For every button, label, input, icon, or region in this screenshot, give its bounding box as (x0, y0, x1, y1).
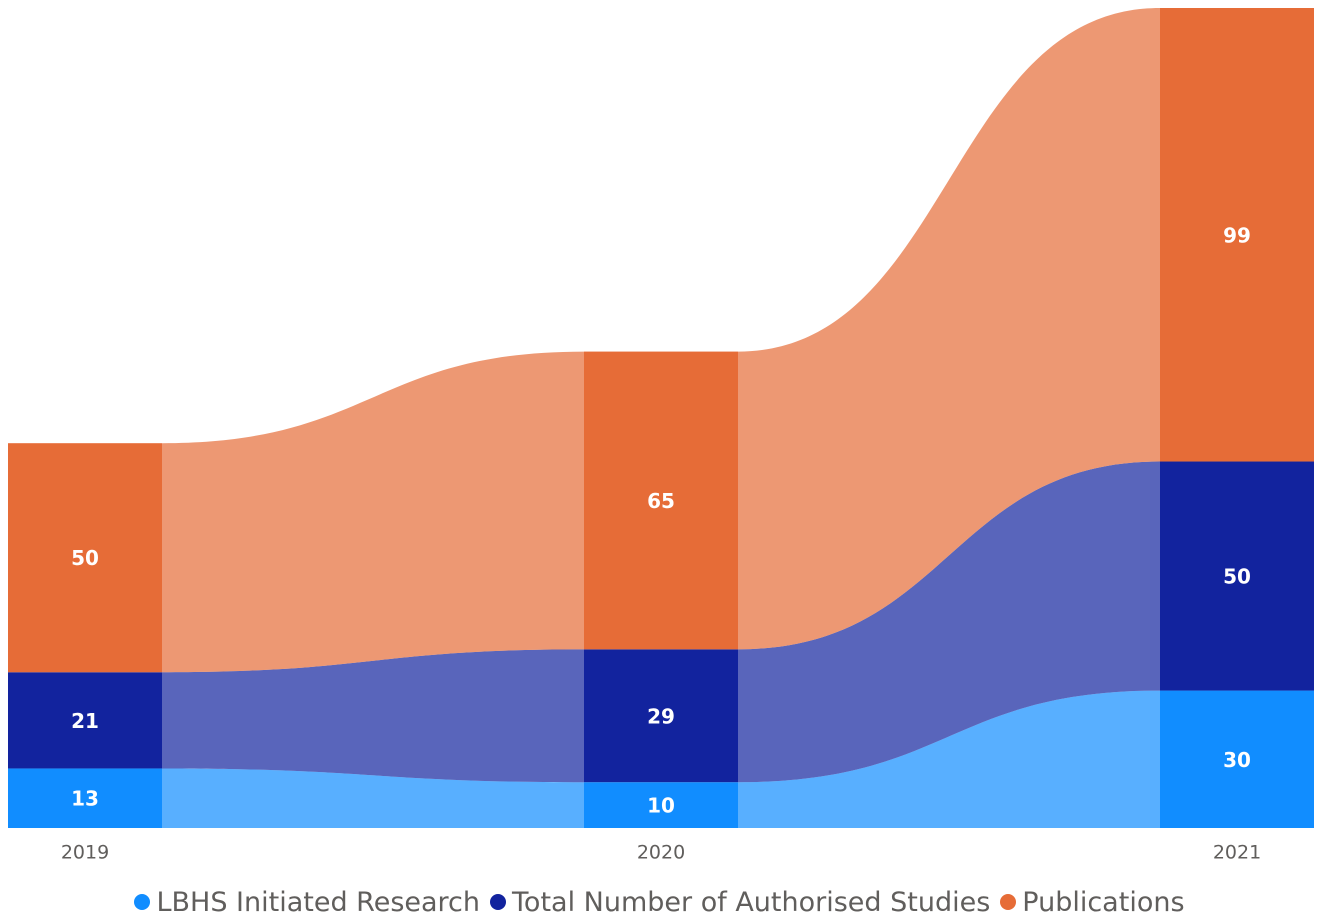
ribbon (738, 690, 1160, 828)
bar-segment (1160, 461, 1314, 691)
bar-segment (8, 672, 162, 769)
legend-label: Publications (1022, 886, 1185, 918)
data-label: 99 (1223, 223, 1251, 247)
ribbon (162, 351, 584, 673)
data-label: 65 (647, 489, 675, 513)
legend-marker (490, 894, 507, 910)
legend-item: Publications (1000, 886, 1185, 918)
data-label: 50 (1223, 565, 1251, 589)
legend-item: Total Number of Authorised Studies (490, 887, 990, 918)
legend-label: Total Number of Authorised Studies (512, 886, 991, 918)
data-label: 50 (71, 546, 99, 570)
bar-segment (1160, 8, 1314, 462)
ribbon (162, 768, 584, 828)
bar-segment (584, 782, 738, 828)
legend-item: LBHS Initiated Research (134, 887, 480, 918)
bar-segment (8, 768, 162, 828)
x-tick-label: 2019 (61, 842, 109, 864)
ribbon (738, 461, 1160, 783)
data-label: 29 (647, 704, 675, 728)
legend-marker (134, 894, 151, 910)
x-tick-label: 2021 (1213, 842, 1261, 864)
data-label: 30 (1223, 748, 1251, 772)
legend-marker (1000, 894, 1017, 910)
data-label: 13 (71, 787, 99, 811)
ribbon (738, 8, 1160, 650)
x-tick-label: 2020 (637, 842, 685, 864)
chart: 13 21 50 2019 10 29 65 2020 30 50 99 2021 (8, 8, 1314, 864)
bar-segment (584, 351, 738, 650)
bar-segment (584, 649, 738, 783)
data-label: 10 (647, 794, 675, 818)
bar-segment (8, 443, 162, 673)
data-label: 21 (71, 709, 99, 733)
legend-label: LBHS Initiated Research (156, 886, 481, 918)
legend: LBHS Initiated Research Total Number of A… (0, 882, 1319, 922)
bar-segment (1160, 690, 1314, 828)
ribbon (162, 649, 584, 783)
